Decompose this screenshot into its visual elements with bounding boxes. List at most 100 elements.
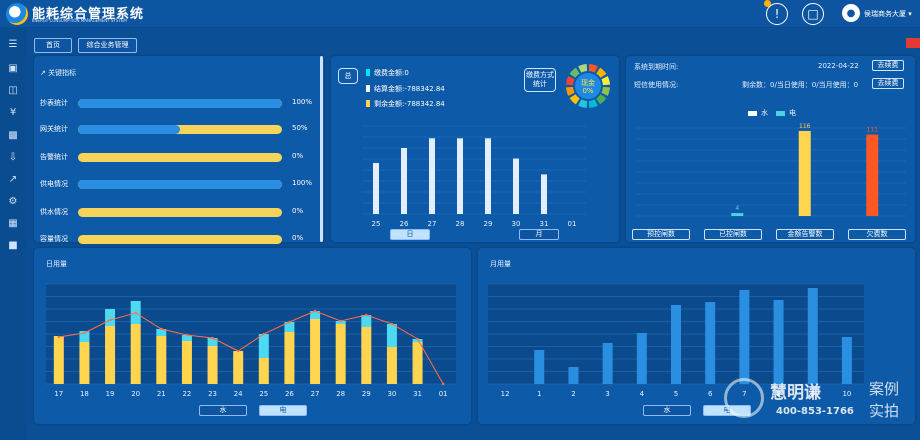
daily-base-bar [207, 346, 218, 384]
x-tick-label: 22 [182, 390, 191, 398]
donut-segment [578, 64, 588, 73]
pre-control-button[interactable]: 预控闸数 [632, 229, 690, 240]
daily-tab-water[interactable]: 水 [199, 405, 247, 416]
app-logo [6, 3, 28, 25]
arrears-button[interactable]: 欠费数 [848, 229, 906, 240]
x-tick-label: 24 [234, 390, 243, 398]
payment-bar [485, 138, 491, 214]
sidebar: ☰ ▣ ◫ ¥ ▩ ⇩ ↗ ⚙ ▦ ■ [0, 28, 26, 440]
daily-base-bar [258, 358, 269, 384]
breadcrumb-current[interactable]: 综合业务管理 [78, 38, 137, 53]
payment-method-tag: 缴费方式统计 [524, 68, 556, 92]
alarm-bar-chart: 4 116 111 [636, 123, 906, 217]
download-icon[interactable]: ⇩ [8, 152, 18, 163]
daily-extra-bar [207, 338, 218, 346]
kpi-row: 网关统计 50% [40, 122, 310, 136]
top-bar: 能耗综合管理系统 ENERGY CONSUMPTION MANAGEMENT S… [0, 0, 920, 28]
breadcrumb-home[interactable]: 首页 [34, 38, 72, 53]
monthly-bar [807, 288, 818, 384]
renew-button[interactable]: 去续费 [872, 60, 904, 71]
kpi-progress [78, 99, 282, 108]
daily-usage-chart: 17 18 19 20 21 22 23 24 25 26 27 28 29 30 31 01 [46, 283, 456, 398]
x-tick-label: 17 [54, 390, 63, 398]
data-label: 116 [799, 123, 811, 130]
daily-tab-power[interactable]: 电 [259, 405, 307, 416]
power-bar [866, 134, 879, 216]
kpi-row: 供水情况 0% [40, 205, 310, 219]
app-subtitle: ENERGY CONSUMPTION MANAGEMENT SYSTEM [32, 18, 127, 23]
x-tick-label: 8 [776, 390, 780, 398]
daily-base-bar [156, 336, 167, 384]
watermark: 慧明谦 案例 实拍 400-853-1766 [724, 376, 920, 436]
expire-date: 2022-04-22 [818, 62, 859, 70]
x-tick-label: 9 [810, 390, 814, 398]
monthly-tab-water[interactable]: 水 [643, 405, 691, 416]
kpi-row: 容量情况 0% [40, 232, 310, 246]
monthly-bar [568, 367, 579, 384]
sms-renew-button[interactable]: 去续费 [872, 78, 904, 89]
legend-power: 电 [776, 108, 796, 118]
water-bar [798, 130, 811, 216]
settled-amount: 结算金额:-788342.84 [366, 84, 445, 94]
controlled-button[interactable]: 已控闸数 [704, 229, 762, 240]
x-tick-label: 26 [285, 390, 294, 398]
daily-extra-bar [310, 311, 321, 319]
watermark-phone: 400-853-1766 [776, 406, 854, 417]
trend-point [108, 318, 112, 322]
daily-base-bar [284, 332, 295, 384]
monthly-bar [602, 343, 613, 384]
trend-point [339, 319, 342, 323]
payment-bar [429, 138, 435, 214]
x-tick-label: 27 [311, 390, 320, 398]
user-card-icon[interactable]: ■ [8, 240, 18, 251]
kpi-percent: 0% [292, 234, 304, 242]
water-legend-swatch [748, 111, 757, 116]
monthly-bar [739, 290, 750, 384]
daily-base-bar [53, 336, 64, 384]
sms-usage: 剩余数：0/当日使用：0/当月使用：0 [742, 81, 859, 89]
trend-point [236, 349, 240, 353]
alert-icon[interactable]: ! [766, 3, 788, 25]
kpi-progress [78, 235, 282, 244]
lock-icon[interactable]: □ [802, 3, 824, 25]
x-tick-label: 10 [842, 390, 851, 398]
kpi-percent: 0% [292, 152, 304, 160]
menu-list-icon[interactable]: ☰ [8, 39, 18, 50]
monitor-icon[interactable]: ▩ [8, 130, 18, 141]
kpi-progress-fill [78, 99, 282, 108]
trend-chart-icon[interactable]: ↗ [8, 174, 18, 185]
user-name[interactable]: 侯瑞商务大厦 ▾ [864, 10, 912, 18]
trend-point [441, 382, 445, 386]
grid-icon[interactable]: ▦ [8, 218, 18, 229]
x-tick-label: 2 [571, 390, 575, 398]
x-tick-label: 30 [387, 390, 396, 398]
user-avatar-icon[interactable]: ● [842, 4, 860, 22]
x-tick-label: 19 [106, 390, 115, 398]
x-tick-label: 28 [336, 390, 345, 398]
folder-icon[interactable]: ◫ [8, 85, 18, 96]
x-tick-label: 25 [259, 390, 268, 398]
monthly-bar [773, 300, 784, 384]
x-tick-label: 01 [439, 390, 448, 398]
kpi-row: 抄表统计 100% [40, 96, 312, 110]
expire-label: 系统到期时间: [634, 63, 679, 71]
dashboard-icon[interactable]: ▣ [8, 63, 18, 74]
settings-doc-icon[interactable]: ⚙ [8, 196, 18, 207]
daily-base-bar [412, 342, 423, 384]
tab-month[interactable]: 月 [519, 229, 559, 240]
daily-base-bar [105, 326, 116, 384]
donut-segment [569, 94, 580, 105]
payment-method-donut: 现金 0% [566, 64, 610, 108]
paid-legend-swatch [366, 69, 370, 76]
x-tick-label: 01 [568, 220, 577, 228]
daily-base-bar [386, 347, 397, 384]
trend-point [185, 333, 189, 337]
daily-extra-bar [181, 335, 192, 341]
tab-day[interactable]: 日 [390, 229, 430, 240]
trend-icon: ↗ [40, 69, 46, 77]
x-tick-label: 20 [131, 390, 140, 398]
currency-icon[interactable]: ¥ [9, 107, 17, 118]
x-tick-label: 21 [157, 390, 166, 398]
kpi-scrollbar[interactable] [320, 56, 323, 242]
amount-alarm-button[interactable]: 金额告警数 [776, 229, 834, 240]
